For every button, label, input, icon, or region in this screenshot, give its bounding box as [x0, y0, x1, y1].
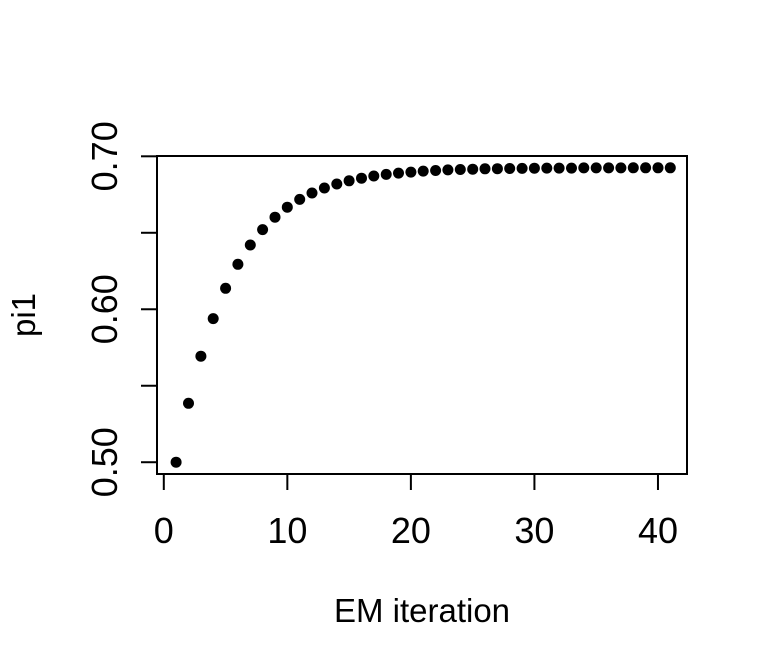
data-point: [294, 193, 306, 205]
data-point: [331, 178, 343, 190]
data-point: [491, 163, 503, 175]
data-point: [590, 162, 602, 174]
data-point: [467, 163, 479, 175]
data-point: [615, 162, 627, 174]
data-point: [603, 162, 615, 174]
data-point: [195, 350, 207, 362]
y-axis-tick-labels: 0.50 0.60 0.70: [84, 121, 125, 497]
data-point: [454, 164, 466, 175]
x-tick-label: 10: [267, 510, 307, 551]
y-tick-label: 0.60: [84, 274, 125, 344]
data-point: [578, 162, 590, 174]
data-point: [318, 182, 330, 194]
x-axis-label: EM iteration: [334, 592, 510, 629]
data-point: [220, 282, 232, 294]
data-point: [232, 258, 244, 270]
data-point: [393, 167, 404, 179]
data-point: [244, 239, 256, 251]
data-point: [207, 313, 219, 325]
data-point: [566, 162, 577, 174]
data-point: [257, 224, 269, 236]
data-point: [627, 162, 639, 174]
data-point: [417, 165, 429, 177]
data-point: [343, 175, 355, 187]
data-point: [405, 166, 417, 178]
x-tick-label: 20: [391, 510, 431, 551]
data-point: [442, 164, 454, 176]
data-point: [479, 163, 491, 175]
data-point: [380, 168, 392, 180]
y-axis-label: pi1: [5, 293, 42, 337]
y-axis-ticks: [141, 155, 157, 464]
x-tick-label: 0: [154, 510, 174, 551]
data-point: [368, 170, 380, 182]
plot-box: [156, 155, 688, 475]
data-point: [183, 397, 194, 409]
data-point: [269, 211, 281, 223]
data-point: [640, 162, 652, 174]
y-tick-label: 0.50: [84, 427, 125, 497]
data-point: [306, 187, 318, 199]
data-point: [281, 201, 293, 213]
data-point: [356, 172, 367, 184]
x-tick-label: 30: [514, 510, 554, 551]
data-point: [528, 162, 540, 174]
data-point: [652, 162, 664, 174]
x-tick-label: 40: [638, 510, 678, 551]
x-axis-ticks: [162, 474, 659, 490]
data-point: [664, 162, 676, 174]
data-point: [504, 163, 516, 174]
data-point: [430, 165, 442, 176]
data-point: [516, 162, 528, 174]
data-point: [541, 162, 553, 174]
data-point: [170, 456, 182, 468]
x-axis-tick-labels: 0 10 20 30 40: [154, 510, 678, 551]
data-points: [170, 162, 676, 468]
y-tick-label: 0.70: [84, 121, 125, 191]
data-point: [553, 162, 565, 174]
